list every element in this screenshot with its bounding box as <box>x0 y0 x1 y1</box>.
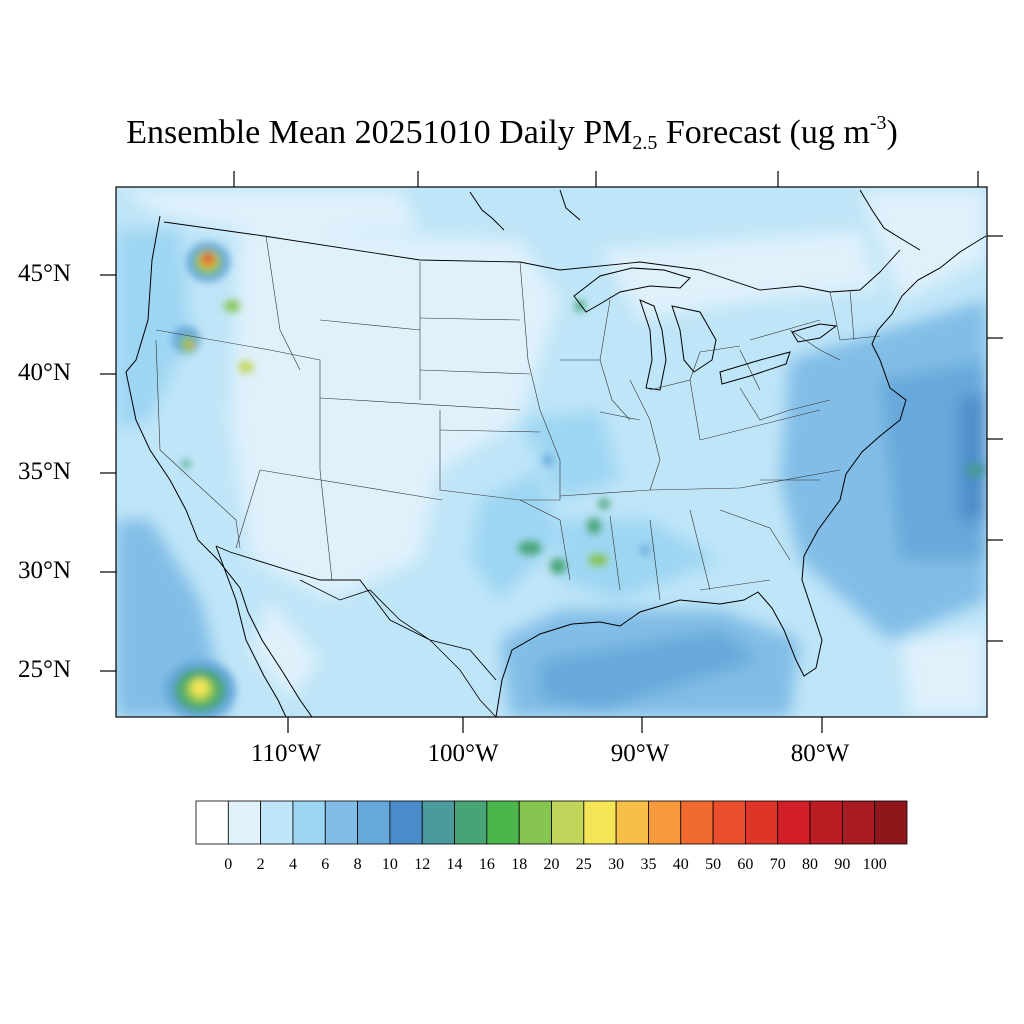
geographic-boundaries <box>125 189 987 717</box>
lat-label-25n: 25°N <box>18 656 72 683</box>
colorbar-label-20: 20 <box>543 856 560 873</box>
map-frame <box>115 186 988 718</box>
colorbar-label-70: 70 <box>769 856 786 873</box>
colorbar-label-50: 50 <box>705 856 722 873</box>
lat-label-30n: 30°N <box>18 557 72 584</box>
colorbar-label-60: 60 <box>737 856 754 873</box>
colorbar-swatch-6 <box>389 800 423 845</box>
colorbar-label-30: 30 <box>608 856 625 873</box>
colorbar-swatch-20 <box>841 800 876 845</box>
colorbar-swatch-13 <box>615 800 649 845</box>
colorbar-swatch-3 <box>292 800 326 845</box>
pm25-concentration-field <box>116 187 987 717</box>
colorbar-label-18: 18 <box>511 856 528 873</box>
colorbar <box>195 800 908 845</box>
colorbar-swatch-7 <box>421 800 455 845</box>
colorbar-swatch-19 <box>809 800 843 845</box>
colorbar-swatch-8 <box>454 800 488 845</box>
colorbar-label-40: 40 <box>672 856 689 873</box>
colorbar-label-100: 100 <box>862 856 887 873</box>
colorbar-swatch-14 <box>648 800 682 845</box>
colorbar-label-8: 8 <box>353 856 362 873</box>
colorbar-label-2: 2 <box>256 856 265 873</box>
colorbar-swatch-11 <box>551 800 585 845</box>
colorbar-label-35: 35 <box>640 856 657 873</box>
lon-label-100w: 100°W <box>427 740 499 767</box>
map-ticks <box>100 171 1003 733</box>
colorbar-label-16: 16 <box>478 856 495 873</box>
colorbar-label-12: 12 <box>414 856 431 873</box>
colorbar-label-10: 10 <box>381 856 398 873</box>
colorbar-swatch-4 <box>324 800 358 845</box>
colorbar-swatch-15 <box>680 800 714 845</box>
colorbar-swatch-10 <box>518 800 552 845</box>
colorbar-swatch-2 <box>260 800 294 845</box>
lon-label-80w: 80°W <box>790 740 850 767</box>
colorbar-swatch-16 <box>712 800 746 845</box>
lat-label-45n: 45°N <box>18 260 72 287</box>
colorbar-swatch-12 <box>583 800 617 845</box>
lon-label-90w: 90°W <box>610 740 670 767</box>
colorbar-label-25: 25 <box>575 856 592 873</box>
colorbar-label-0: 0 <box>224 856 233 873</box>
map-title: Ensemble Mean 20251010 Daily PM2.5 Forec… <box>126 112 898 154</box>
colorbar-swatch-21 <box>874 800 908 845</box>
colorbar-swatch-9 <box>486 800 520 845</box>
colorbar-label-90: 90 <box>834 856 851 873</box>
colorbar-swatch-18 <box>777 800 811 845</box>
lon-label-110w: 110°W <box>250 740 322 767</box>
colorbar-label-6: 6 <box>321 856 330 873</box>
colorbar-swatch-5 <box>357 800 391 845</box>
lat-label-40n: 40°N <box>18 359 72 386</box>
colorbar-swatch-17 <box>745 800 779 845</box>
lat-label-35n: 35°N <box>18 458 72 485</box>
colorbar-label-80: 80 <box>802 856 818 873</box>
colorbar-label-4: 4 <box>289 856 297 873</box>
colorbar-label-14: 14 <box>446 856 463 873</box>
colorbar-swatch-1 <box>227 800 262 845</box>
colorbar-swatch-0 <box>195 800 229 845</box>
